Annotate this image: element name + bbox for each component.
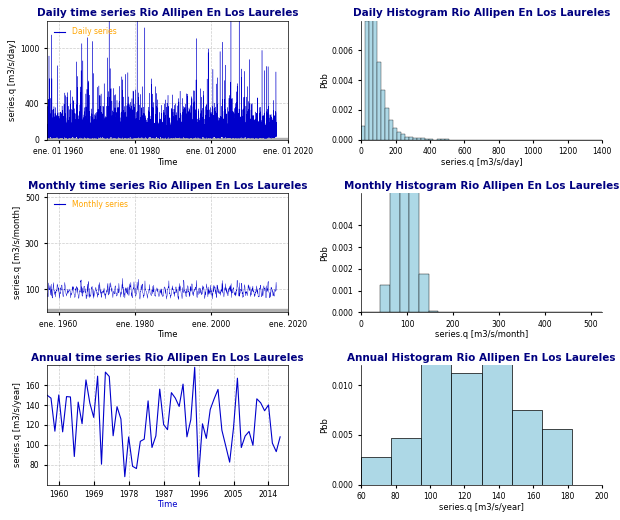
Bar	[438, 139, 441, 140]
Title: Annual time series Rio Allipen En Los Laureles: Annual time series Rio Allipen En Los La…	[31, 353, 304, 363]
Title: Annual Histogram Rio Allipen En Los Laureles: Annual Histogram Rio Allipen En Los Laur…	[347, 353, 616, 363]
X-axis label: Time: Time	[157, 330, 178, 339]
Bar	[451, 373, 482, 485]
Bar	[381, 285, 390, 312]
Bar	[389, 120, 393, 140]
Legend: Daily series: Daily series	[51, 24, 120, 40]
Title: Daily time series Rio Allipen En Los Laureles: Daily time series Rio Allipen En Los Lau…	[37, 8, 298, 18]
Y-axis label: Pbb: Pbb	[320, 417, 329, 433]
Bar	[428, 311, 438, 312]
Bar	[422, 138, 425, 140]
Bar	[390, 0, 400, 312]
Bar	[414, 138, 417, 140]
Bar	[393, 128, 397, 140]
Bar	[397, 132, 401, 140]
Bar	[542, 429, 572, 485]
Y-axis label: series.q [m3/s/month]: series.q [m3/s/month]	[13, 206, 22, 299]
X-axis label: Time: Time	[157, 500, 178, 509]
Bar	[425, 139, 430, 140]
X-axis label: series.q [m3/s/day]: series.q [m3/s/day]	[441, 158, 522, 167]
Legend: Monthly series: Monthly series	[51, 197, 131, 212]
Bar	[365, 21, 370, 140]
Title: Daily Histogram Rio Allipen En Los Laureles: Daily Histogram Rio Allipen En Los Laure…	[353, 8, 610, 18]
Bar	[361, 457, 391, 485]
Title: Monthly Histogram Rio Allipen En Los Laureles: Monthly Histogram Rio Allipen En Los Lau…	[344, 181, 619, 191]
Title: Monthly time series Rio Allipen En Los Laureles: Monthly time series Rio Allipen En Los L…	[28, 181, 308, 191]
Y-axis label: Pbb: Pbb	[320, 244, 329, 261]
Y-axis label: series.q [m3/s/day]: series.q [m3/s/day]	[8, 40, 17, 121]
Bar	[417, 138, 422, 140]
Bar	[370, 0, 373, 140]
Bar	[391, 438, 422, 485]
Bar	[47, 137, 288, 140]
X-axis label: Time: Time	[157, 158, 178, 167]
Bar	[373, 15, 377, 140]
Bar	[405, 137, 409, 140]
Bar	[381, 89, 385, 140]
Bar	[482, 363, 511, 485]
Bar	[47, 309, 288, 312]
Bar	[409, 120, 419, 312]
Bar	[361, 125, 365, 140]
Bar	[377, 61, 381, 140]
Y-axis label: Pbb: Pbb	[320, 72, 329, 88]
Bar	[419, 274, 428, 312]
Bar	[422, 354, 451, 485]
Y-axis label: series.q [m3/s/year]: series.q [m3/s/year]	[13, 383, 22, 467]
Bar	[385, 108, 389, 140]
Bar	[512, 410, 542, 485]
Bar	[400, 0, 409, 312]
X-axis label: series.q [m3/s/month]: series.q [m3/s/month]	[435, 330, 528, 339]
Bar	[409, 137, 414, 140]
X-axis label: series.q [m3/s/year]: series.q [m3/s/year]	[439, 503, 524, 512]
Bar	[401, 134, 405, 140]
